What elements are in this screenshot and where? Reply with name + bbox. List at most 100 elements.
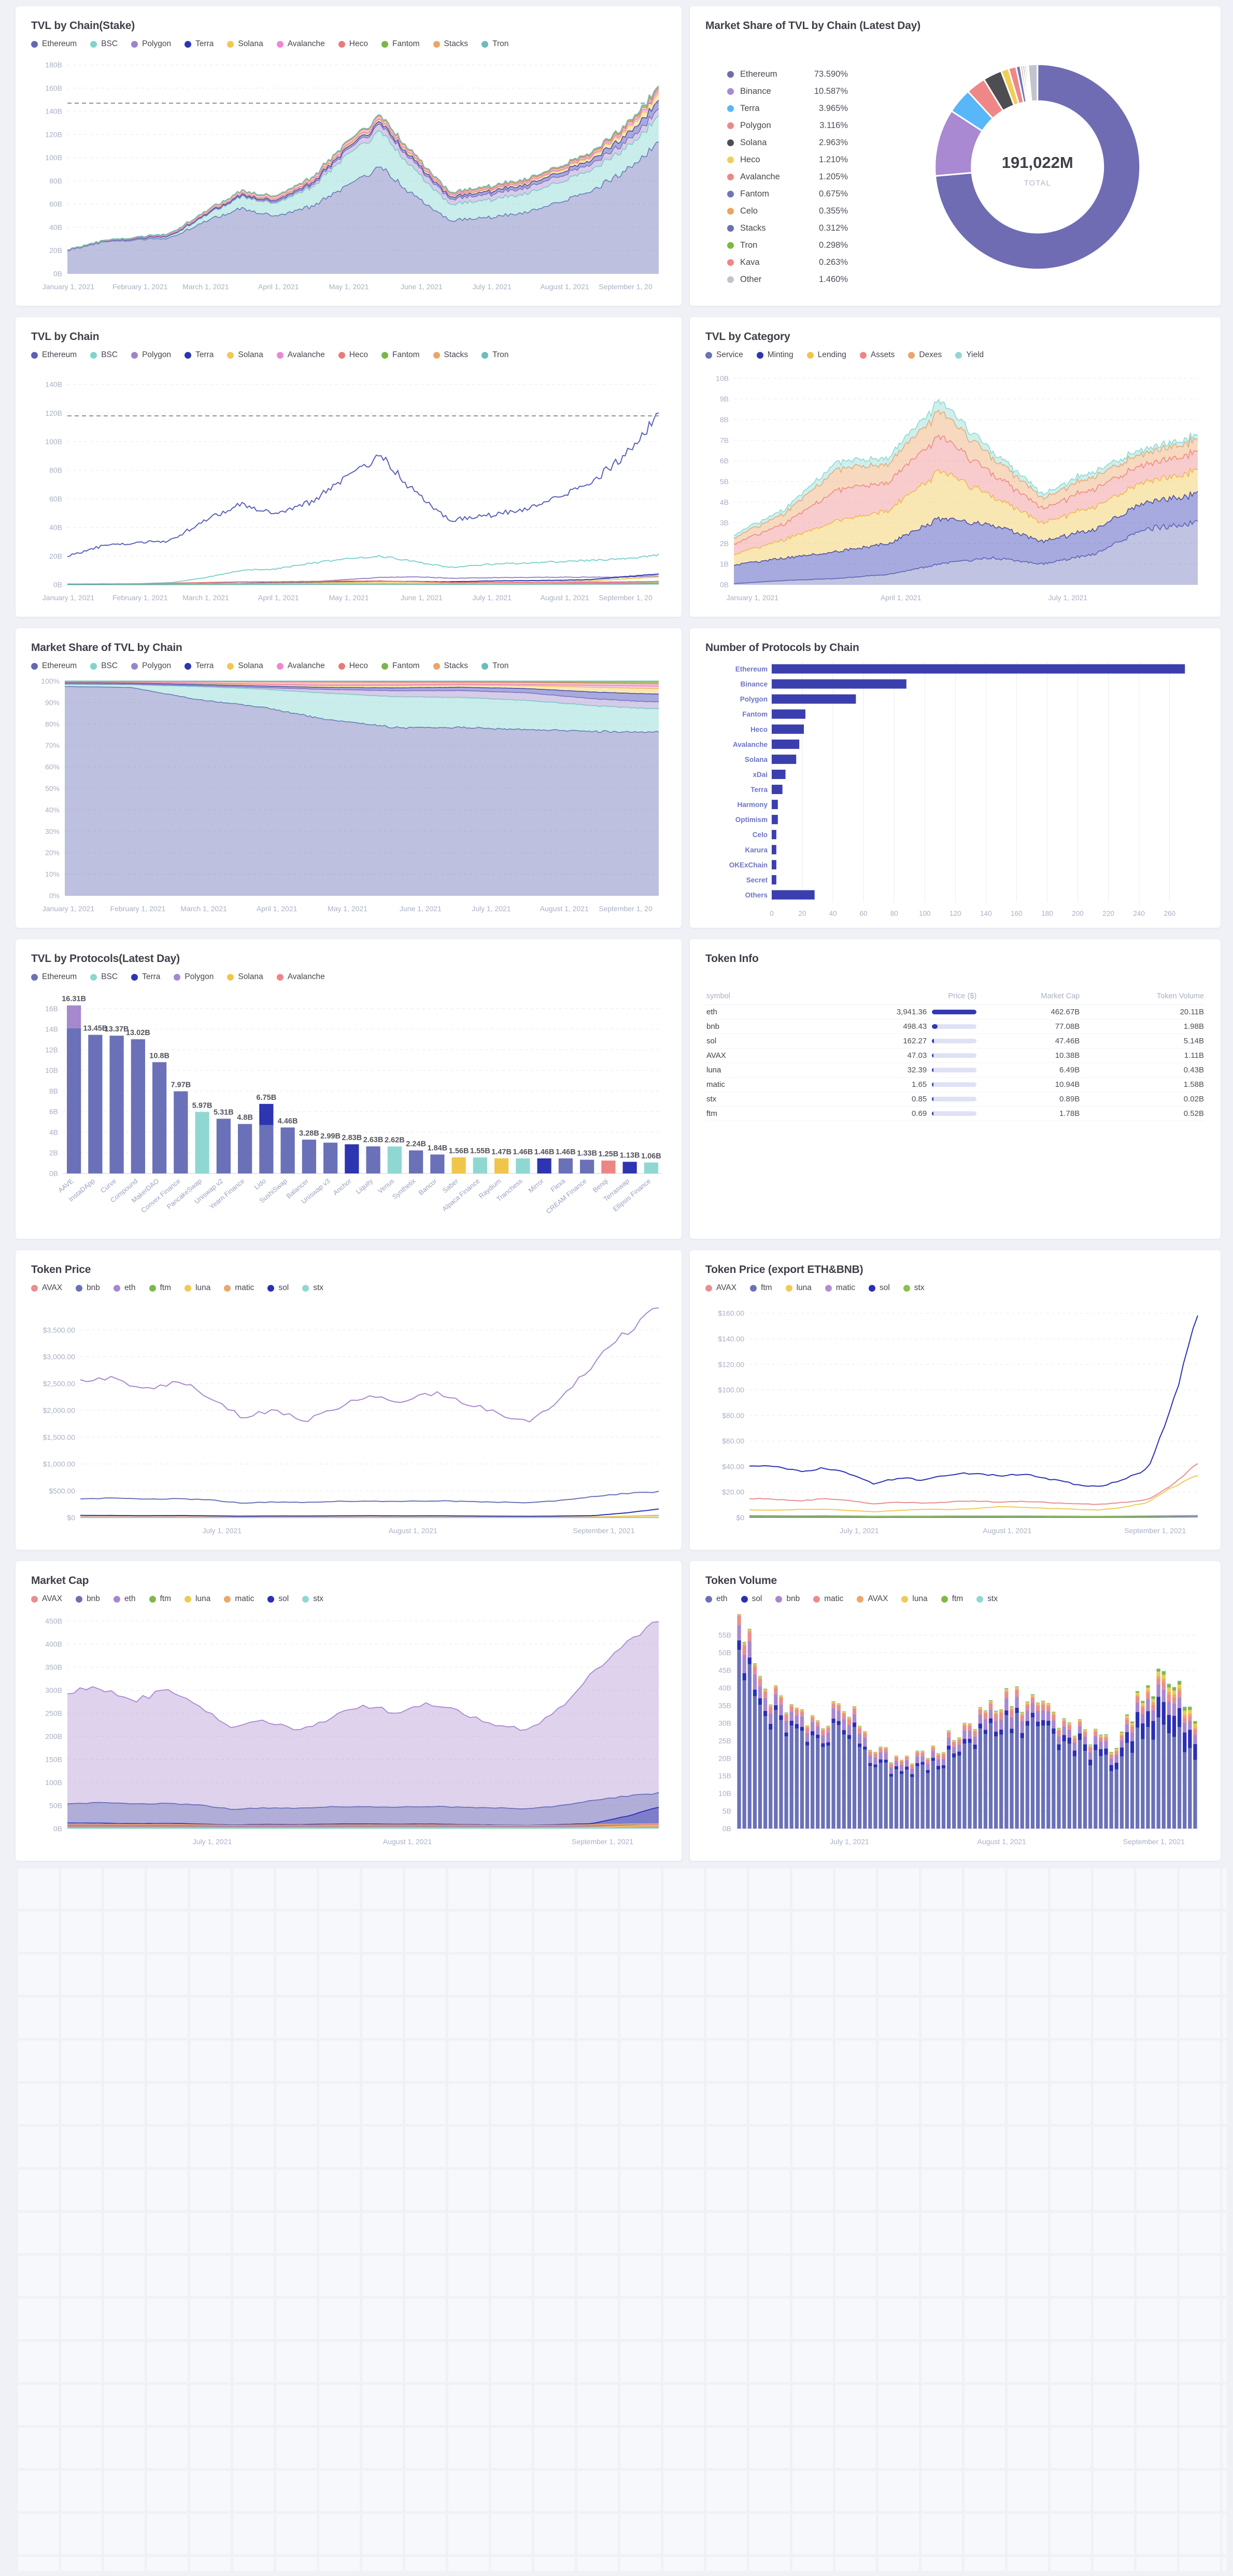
legend-item[interactable]: Service: [705, 350, 743, 360]
legend-item[interactable]: Terra: [185, 661, 214, 671]
table-row[interactable]: sol 162.27 47.46B 5.14B: [705, 1034, 1205, 1049]
tvl-by-category-chart[interactable]: 0B 1B 2B 3B 4B 5B 6B 7B 8B 9B 10B January 1, 2021 Ap…: [705, 362, 1205, 605]
legend-item[interactable]: matic: [825, 1283, 855, 1293]
legend-item[interactable]: Fantom 0.675%: [727, 186, 848, 203]
legend-item[interactable]: Solana 2.963%: [727, 134, 848, 151]
legend-item[interactable]: ftm: [149, 1594, 171, 1604]
legend-item[interactable]: Polygon: [174, 972, 214, 982]
legend-item[interactable]: sol: [868, 1283, 890, 1293]
legend-item[interactable]: stx: [976, 1594, 998, 1604]
legend-item[interactable]: Heco: [338, 350, 368, 360]
legend-item[interactable]: stx: [302, 1594, 323, 1604]
tvl-by-chain-stake-chart[interactable]: 0B 20B 40B 60B 80B 100B 120B 140B 160B 180B Januar…: [31, 51, 666, 294]
token-volume-chart[interactable]: 0B 5B 10B 15B 20B 25B 30B 35B 40B 45B 50B 55B July 1…: [705, 1606, 1205, 1849]
legend-item[interactable]: BSC: [90, 39, 118, 49]
legend-item[interactable]: eth: [705, 1594, 728, 1604]
legend-item[interactable]: sol: [741, 1594, 762, 1604]
legend-item[interactable]: ftm: [941, 1594, 963, 1604]
legend-item[interactable]: eth: [113, 1283, 136, 1293]
legend-item[interactable]: Kava 0.263%: [727, 254, 848, 271]
legend-item[interactable]: Tron 0.298%: [727, 237, 848, 254]
legend-item[interactable]: Terra: [131, 972, 160, 982]
legend-item[interactable]: Solana: [227, 661, 263, 671]
tvl-by-chain-chart[interactable]: 0B 20B 40B 60B 80B 100B 120B 140B January 1, 202…: [31, 362, 666, 605]
legend-item[interactable]: luna: [185, 1283, 210, 1293]
legend-item[interactable]: Solana: [227, 39, 263, 49]
legend-item[interactable]: Heco 1.210%: [727, 151, 848, 168]
table-row[interactable]: stx 0.85 0.89B 0.02B: [705, 1092, 1205, 1107]
legend-item[interactable]: Ethereum 73.590%: [727, 66, 848, 83]
token-price-chart[interactable]: $0 $500.00 $1,000.00 $1,500.00 $2,000.00 $2,5…: [31, 1295, 666, 1538]
legend-item[interactable]: Avalanche: [276, 972, 325, 982]
legend-item[interactable]: Solana: [227, 972, 263, 982]
legend-item[interactable]: Terra: [185, 39, 214, 49]
legend-item[interactable]: AVAX: [857, 1594, 888, 1604]
legend-item[interactable]: Polygon 3.116%: [727, 117, 848, 134]
table-row[interactable]: AVAX 47.03 10.38B 1.11B: [705, 1048, 1205, 1063]
legend-item[interactable]: Celo 0.355%: [727, 203, 848, 220]
legend-item[interactable]: Other 1.460%: [727, 271, 848, 288]
legend-item[interactable]: BSC: [90, 972, 118, 982]
legend-item[interactable]: Dexes: [908, 350, 942, 360]
legend-item[interactable]: matic: [224, 1594, 254, 1604]
table-row[interactable]: matic 1.65 10.94B 1.58B: [705, 1077, 1205, 1092]
donut-slice[interactable]: [1027, 63, 1039, 103]
legend-item[interactable]: luna: [785, 1283, 812, 1293]
legend-item[interactable]: sol: [267, 1283, 289, 1293]
legend-item[interactable]: Ethereum: [31, 972, 77, 982]
tvl-by-protocols-chart[interactable]: 0B 2B 4B 6B 8B 10B 12B 14B 16B 16.31B AAVE 13.45B In…: [31, 984, 666, 1227]
legend-item[interactable]: Polygon: [131, 350, 171, 360]
legend-item[interactable]: bnb: [76, 1594, 100, 1604]
legend-item[interactable]: AVAX: [705, 1283, 736, 1293]
table-row[interactable]: eth 3,941.36 462.67B 20.11B: [705, 1004, 1205, 1020]
legend-item[interactable]: Yield: [955, 350, 984, 360]
legend-item[interactable]: Fantom: [381, 661, 420, 671]
legend-item[interactable]: ftm: [149, 1283, 171, 1293]
legend-item[interactable]: Polygon: [131, 39, 171, 49]
legend-item[interactable]: Terra: [185, 350, 214, 360]
legend-item[interactable]: Lending: [806, 350, 846, 360]
table-row[interactable]: ftm 0.69 1.78B 0.52B: [705, 1106, 1205, 1121]
legend-item[interactable]: luna: [185, 1594, 210, 1604]
legend-item[interactable]: eth: [113, 1594, 136, 1604]
legend-item[interactable]: Ethereum: [31, 350, 77, 360]
market-cap-chart[interactable]: 0B 50B 100B 150B 200B 250B 300B 350B 400B 450B Jul…: [31, 1606, 666, 1849]
legend-item[interactable]: Tron: [481, 661, 508, 671]
legend-item[interactable]: Tron: [481, 350, 508, 360]
legend-item[interactable]: Assets: [859, 350, 895, 360]
legend-item[interactable]: Fantom: [381, 350, 420, 360]
legend-item[interactable]: Stacks: [433, 350, 468, 360]
legend-item[interactable]: Ethereum: [31, 661, 77, 671]
legend-item[interactable]: stx: [903, 1283, 925, 1293]
legend-item[interactable]: matic: [224, 1283, 254, 1293]
legend-item[interactable]: Polygon: [131, 661, 171, 671]
protocols-by-chain-chart[interactable]: 0 20 40 60 80 100 120 140 160 180 200 220 240 260 Ethe…: [705, 658, 1205, 920]
legend-item[interactable]: AVAX: [31, 1594, 62, 1604]
donut-slice[interactable]: [934, 63, 1141, 271]
legend-item[interactable]: Tron: [481, 39, 508, 49]
legend-item[interactable]: bnb: [76, 1283, 100, 1293]
legend-item[interactable]: Binance 10.587%: [727, 83, 848, 100]
token-price-export-chart[interactable]: $0 $20.00 $40.00 $60.00 $80.00 $100.00 $120.00…: [705, 1295, 1205, 1538]
table-row[interactable]: bnb 498.43 77.08B 1.98B: [705, 1019, 1205, 1034]
legend-item[interactable]: Minting: [756, 350, 793, 360]
legend-item[interactable]: stx: [302, 1283, 323, 1293]
legend-item[interactable]: bnb: [775, 1594, 800, 1604]
legend-item[interactable]: Ethereum: [31, 39, 77, 49]
legend-item[interactable]: Stacks: [433, 661, 468, 671]
table-row[interactable]: luna 32.39 6.49B 0.43B: [705, 1063, 1205, 1078]
legend-item[interactable]: Avalanche 1.205%: [727, 168, 848, 186]
legend-item[interactable]: Avalanche: [276, 350, 325, 360]
legend-item[interactable]: Solana: [227, 350, 263, 360]
market-share-donut-chart[interactable]: 191,022M TOTAL: [690, 37, 1221, 306]
legend-item[interactable]: Fantom: [381, 39, 420, 49]
legend-item[interactable]: BSC: [90, 350, 118, 360]
legend-item[interactable]: Stacks: [433, 39, 468, 49]
legend-item[interactable]: Avalanche: [276, 39, 325, 49]
market-share-area-chart[interactable]: 0% 10% 20% 30% 40% 50% 60% 70% 80% 90% 100% January…: [31, 673, 666, 916]
legend-item[interactable]: BSC: [90, 661, 118, 671]
legend-item[interactable]: sol: [267, 1594, 289, 1604]
legend-item[interactable]: Terra 3.965%: [727, 100, 848, 117]
legend-item[interactable]: AVAX: [31, 1283, 62, 1293]
legend-item[interactable]: Avalanche: [276, 661, 325, 671]
